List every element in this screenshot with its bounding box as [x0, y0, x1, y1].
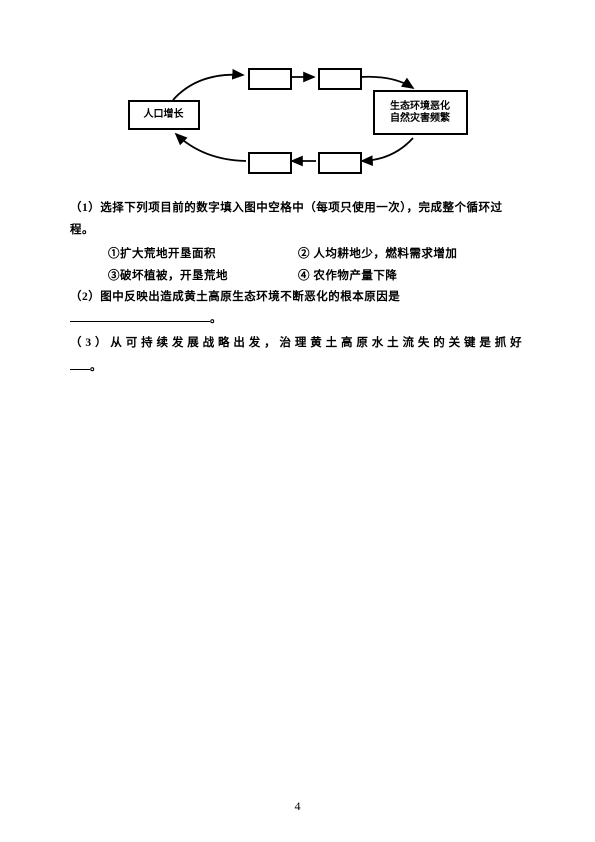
q3-prompt: （ 3 ） 从 可 持 续 发 展 战 略 出 发 ， 治 理 黄 土 高 原 …	[70, 337, 522, 349]
q2-suffix: 。	[210, 313, 222, 325]
box-ecology-line2: 自然灾害频繁	[390, 113, 450, 125]
blank-box-top-right	[318, 68, 362, 90]
blank-box-bottom-left	[248, 152, 292, 174]
page-number: 4	[0, 799, 595, 814]
box-ecology-line1: 生态环境恶化	[390, 101, 450, 113]
box-population: 人口增长	[128, 100, 200, 130]
q2-blank	[70, 309, 210, 322]
q1-prompt: （1）选择下列项目前的数字填入图中空格中（每项只使用一次），完成整个循环过程。	[70, 198, 525, 242]
q3-cont: 。	[70, 357, 525, 379]
q2-prompt: （2）图中反映出造成黄土高原生态环境不断恶化的根本原因是	[70, 291, 400, 303]
q3-blank	[70, 357, 90, 370]
q3-row: （ 3 ） 从 可 持 续 发 展 战 略 出 发 ， 治 理 黄 土 高 原 …	[70, 333, 525, 355]
q1-opt1: ①扩大荒地开垦面积	[108, 244, 298, 266]
q1-opt2: ② 人均耕地少，燃料需求增加	[298, 244, 525, 266]
q3-suffix: 。	[90, 361, 102, 373]
questions-block: （1）选择下列项目前的数字填入图中空格中（每项只使用一次），完成整个循环过程。 …	[70, 198, 525, 379]
q1-opt4: ④ 农作物产量下降	[298, 266, 525, 288]
blank-box-top-left	[248, 68, 292, 90]
box-ecology: 生态环境恶化 自然灾害频繁	[373, 90, 468, 135]
q2-row: （2）图中反映出造成黄土高原生态环境不断恶化的根本原因是。	[70, 287, 525, 331]
q1-opt3: ③破坏植被，开垦荒地	[108, 266, 298, 288]
blank-box-bottom-right	[318, 152, 362, 174]
page: 人口增长 生态环境恶化 自然灾害频繁 （1）选择下列项目前的数字填	[0, 0, 595, 842]
cycle-diagram: 人口增长 生态环境恶化 自然灾害频繁	[128, 60, 468, 180]
